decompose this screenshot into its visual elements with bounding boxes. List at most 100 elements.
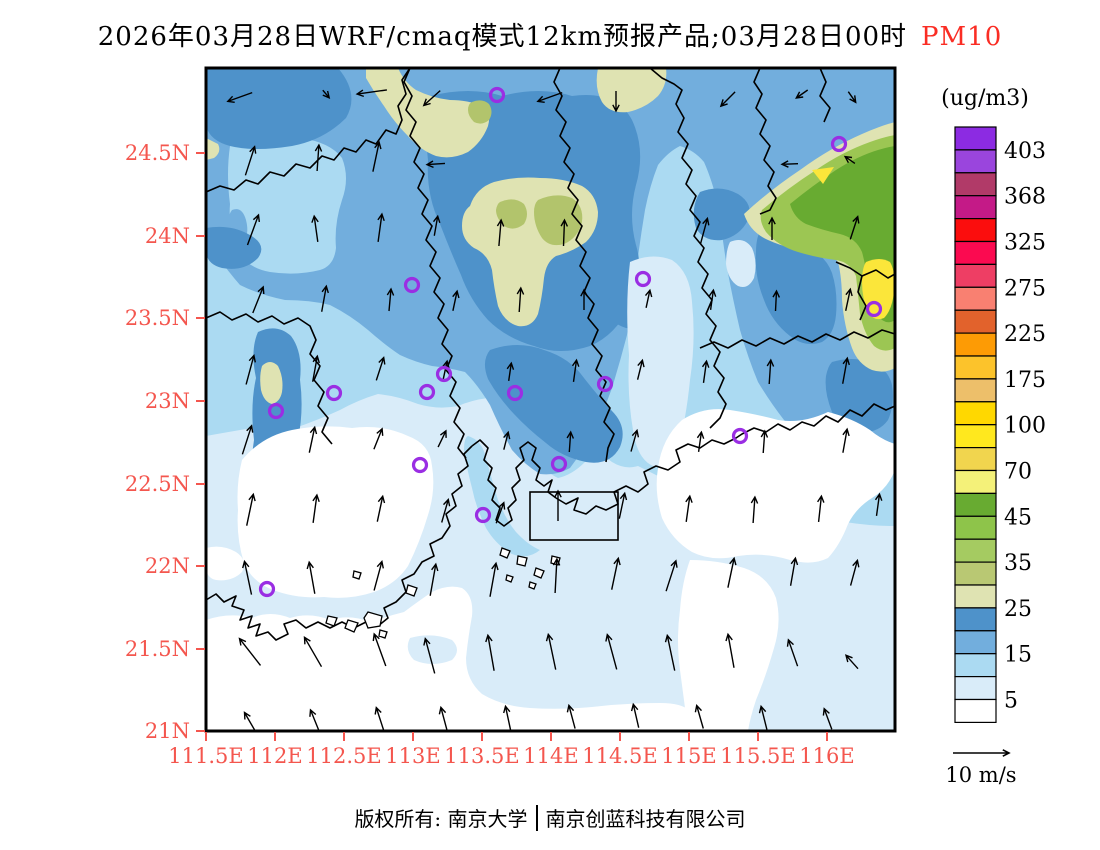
wind-arrow: [719, 91, 736, 108]
wind-reference-arrow: [953, 749, 1011, 757]
wind-arrow: [694, 704, 704, 729]
wind-arrow: [452, 289, 460, 311]
wind-arrow: [372, 632, 387, 667]
wind-arrow: [432, 214, 441, 236]
wind-arrow: [554, 489, 562, 521]
wind-arrow: [495, 501, 506, 524]
city-marker: [488, 86, 506, 104]
colorbar-tick-label: 368: [1004, 185, 1046, 210]
wind-arrow: [760, 429, 769, 454]
wind-arrow: [849, 558, 860, 586]
wind-arrow: [708, 288, 717, 310]
wind-arrow: [786, 638, 799, 667]
wind-arrow: [842, 356, 850, 384]
fill-white-coast-notch: [206, 546, 244, 581]
title-text: 2026年03月28日WRF/cmaq模式12km预报产品;03月28日00时: [97, 22, 908, 52]
city-marker: [267, 402, 285, 420]
wind-arrow: [373, 560, 384, 591]
wind-arrow: [243, 711, 257, 731]
wind-arrow: [701, 359, 710, 383]
fill-beige-ntr: [596, 68, 667, 113]
city-marker: [325, 384, 343, 402]
colorbar-cell: [954, 378, 997, 403]
wind-arrow: [438, 705, 448, 731]
wind-arrow: [374, 706, 385, 731]
colorbar-cell: [954, 263, 997, 288]
colorbar-cell: [954, 584, 997, 609]
boundary-west-ew: [206, 311, 333, 445]
island-outline: [516, 555, 528, 567]
colorbar-cell: [954, 447, 997, 472]
wind-arrow: [516, 286, 525, 313]
coastline-east: [555, 403, 895, 515]
wind-arrow: [758, 704, 768, 730]
wind-arrow: [618, 491, 628, 519]
fill-pale-corridor: [627, 256, 694, 467]
wind-arrow: [766, 358, 775, 385]
wind-arrow: [725, 632, 735, 668]
wind-reference-label: 10 m/s: [945, 763, 1016, 787]
wind-arrow: [636, 358, 645, 380]
island-outline: [499, 547, 511, 559]
fill-olive-core-a: [496, 199, 527, 229]
colorbar-cell: [954, 469, 997, 494]
map-layers: [206, 68, 895, 731]
fill-white-sea-band: [678, 560, 779, 731]
wind-arrow: [303, 635, 323, 668]
lat-tick-label: 23.5N: [125, 306, 190, 330]
colorbar-cell: [954, 149, 997, 174]
lon-tick-label: 114.5E: [582, 744, 657, 768]
city-marker: [258, 580, 276, 598]
colorbar-cell: [954, 355, 997, 380]
city-marker: [550, 455, 568, 473]
fill-olive-nw-core: [468, 100, 492, 124]
colorbar-tick-label: 25: [1004, 597, 1032, 622]
colorbar-cell: [954, 653, 997, 678]
wind-arrow: [489, 561, 499, 597]
colorbar-unit-label: (ug/m3): [941, 86, 1029, 111]
wind-arrow: [312, 354, 320, 382]
wind-arrow: [312, 493, 320, 523]
wind-arrow: [844, 654, 859, 670]
lon-tick-label: 113E: [385, 744, 440, 768]
lat-tick-label: 24.5N: [125, 141, 190, 165]
fill-pale-pocket-sw: [407, 635, 457, 664]
wind-arrow: [245, 354, 256, 385]
lon-tick-label: 112E: [247, 744, 302, 768]
wind-arrow: [252, 285, 265, 314]
lon-tick-label: 113.5E: [444, 744, 519, 768]
fill-strong-ne-b: [755, 228, 837, 344]
wind-arrow: [355, 89, 387, 98]
wind-arrow: [226, 91, 253, 103]
study-domain-box: [529, 491, 619, 541]
lon-tick-label: 116E: [799, 744, 854, 768]
lon-tick-label: 115E: [661, 744, 716, 768]
wind-arrow: [874, 492, 883, 516]
fill-white-east-coast: [656, 409, 895, 563]
colorbar-tick-label: 225: [1004, 322, 1046, 347]
wind-arrow: [664, 633, 676, 671]
wind-arrow: [311, 214, 319, 242]
city-marker: [830, 135, 848, 153]
city-marker: [506, 384, 524, 402]
wind-arrow: [847, 91, 857, 104]
colorbar-tick-label: 403: [1004, 139, 1046, 164]
city-marker: [418, 383, 436, 401]
wind-arrow: [376, 494, 386, 522]
wind-arrow: [605, 633, 618, 670]
wind-arrow: [496, 218, 505, 247]
colorbar-tick-label: 45: [1004, 505, 1032, 530]
island-outline: [378, 629, 388, 639]
wind-arrow: [843, 155, 856, 164]
wind-arrow: [425, 160, 446, 169]
wind-arrow: [422, 90, 441, 107]
wind-arrow: [699, 216, 710, 244]
fill-beige-nw: [366, 68, 490, 158]
colorbar-cell: [954, 538, 997, 563]
colorbar-cell: [954, 240, 997, 265]
coastline-delta: [471, 439, 557, 527]
map-frame: [204, 66, 897, 733]
boundary-hook-cross-a: [835, 261, 895, 279]
wind-arrow: [306, 560, 316, 594]
